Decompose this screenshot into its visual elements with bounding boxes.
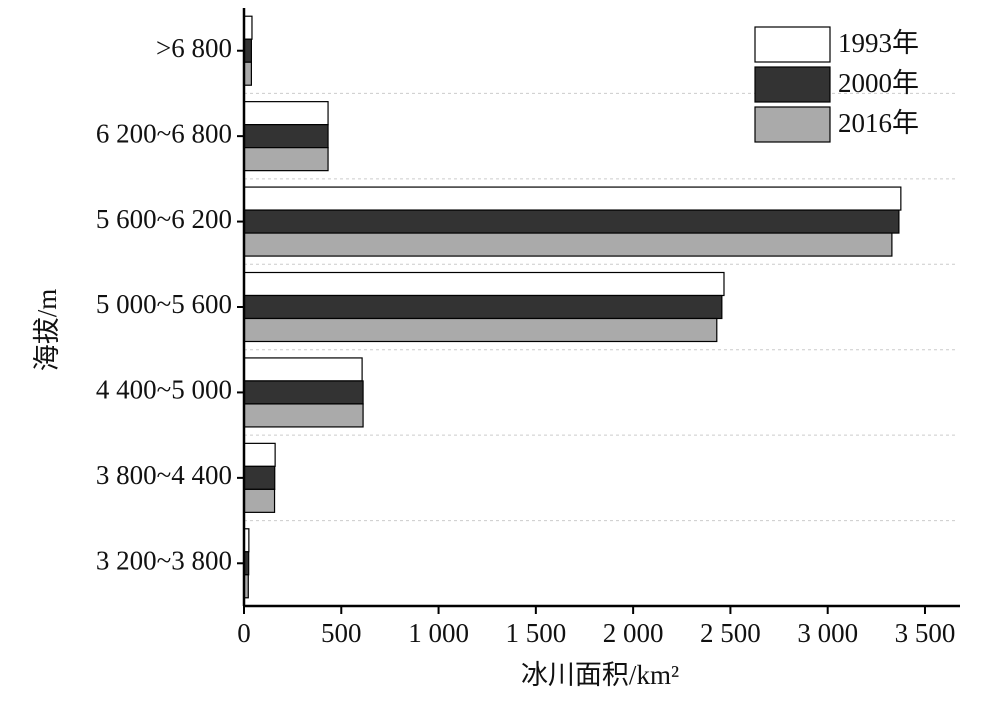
x-tick-label: 0 (237, 618, 251, 648)
bar (243, 357, 363, 382)
legend-swatch (754, 26, 831, 63)
bar (243, 465, 276, 490)
bar (243, 232, 893, 257)
bar (243, 294, 723, 320)
bar (243, 124, 329, 149)
x-tick-label: 1 000 (408, 618, 469, 648)
x-tick-label: 3 000 (797, 618, 858, 648)
y-tick-label: 3 200~3 800 (96, 545, 232, 575)
bar (243, 101, 329, 126)
y-tick-label: 5 000~5 600 (96, 289, 232, 319)
x-tick-label: 1 500 (505, 618, 566, 648)
y-tick-label: 6 200~6 800 (96, 118, 232, 148)
bar (243, 271, 725, 297)
legend-label: 1993年 (838, 28, 919, 58)
x-tick-label: 3 500 (895, 618, 956, 648)
bar (243, 147, 329, 172)
x-tick-label: 2 000 (603, 618, 664, 648)
bar (243, 209, 900, 234)
y-axis-label: 海拔/m (32, 289, 62, 372)
bar (243, 488, 276, 513)
x-axis-label: 冰川面积/km² (521, 660, 679, 690)
bar (243, 186, 902, 211)
x-tick-label: 2 500 (700, 618, 761, 648)
x-tick-label: 500 (321, 618, 362, 648)
y-tick-label: >6 800 (156, 33, 232, 63)
legend-swatch (754, 66, 831, 103)
bar (243, 317, 718, 343)
bar (243, 403, 364, 428)
y-tick-label: 5 600~6 200 (96, 204, 232, 234)
legend-label: 2000年 (838, 68, 919, 98)
y-tick-label: 4 400~5 000 (96, 375, 232, 405)
bar (243, 380, 364, 405)
bar (243, 442, 276, 467)
legend-swatch (754, 106, 831, 143)
y-tick-label: 3 800~4 400 (96, 460, 232, 490)
legend-label: 2016年 (838, 108, 919, 138)
